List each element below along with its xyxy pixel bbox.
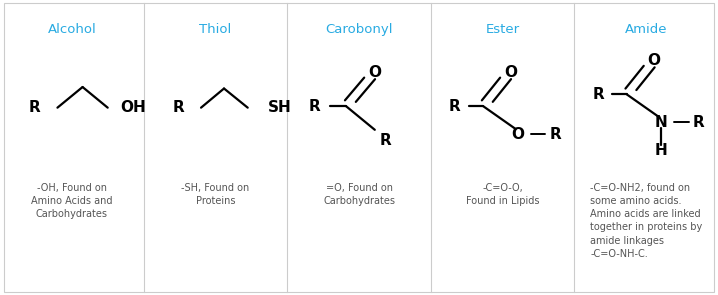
Text: OH: OH <box>121 100 146 115</box>
Text: R: R <box>172 100 184 115</box>
FancyBboxPatch shape <box>4 3 714 292</box>
Text: R: R <box>449 99 460 114</box>
Text: Thiol: Thiol <box>200 23 231 36</box>
Text: R: R <box>380 133 391 148</box>
Text: -OH, Found on
Amino Acids and
Carbohydrates: -OH, Found on Amino Acids and Carbohydra… <box>31 183 113 219</box>
Text: -C=O-NH2, found on
some amino acids.
Amino acids are linked
together in proteins: -C=O-NH2, found on some amino acids. Ami… <box>590 183 702 259</box>
Text: SH: SH <box>268 100 292 115</box>
Text: O: O <box>511 127 524 142</box>
Text: Amide: Amide <box>625 23 668 36</box>
Text: -SH, Found on
Proteins: -SH, Found on Proteins <box>181 183 250 206</box>
Text: R: R <box>549 127 561 142</box>
Text: H: H <box>655 143 668 158</box>
Text: Alcohol: Alcohol <box>47 23 96 36</box>
Text: O: O <box>504 65 517 80</box>
Text: R: R <box>592 87 604 102</box>
Text: R: R <box>693 115 704 130</box>
Text: O: O <box>648 53 661 68</box>
Text: -C=O-O,
Found in Lipids: -C=O-O, Found in Lipids <box>466 183 539 206</box>
Text: Carobonyl: Carobonyl <box>325 23 393 36</box>
Text: =O, Found on
Carbohydrates: =O, Found on Carbohydrates <box>323 183 395 206</box>
Text: Ester: Ester <box>485 23 520 36</box>
Text: O: O <box>368 65 381 80</box>
Text: N: N <box>655 115 668 130</box>
Text: R: R <box>309 99 320 114</box>
Text: R: R <box>29 100 40 115</box>
